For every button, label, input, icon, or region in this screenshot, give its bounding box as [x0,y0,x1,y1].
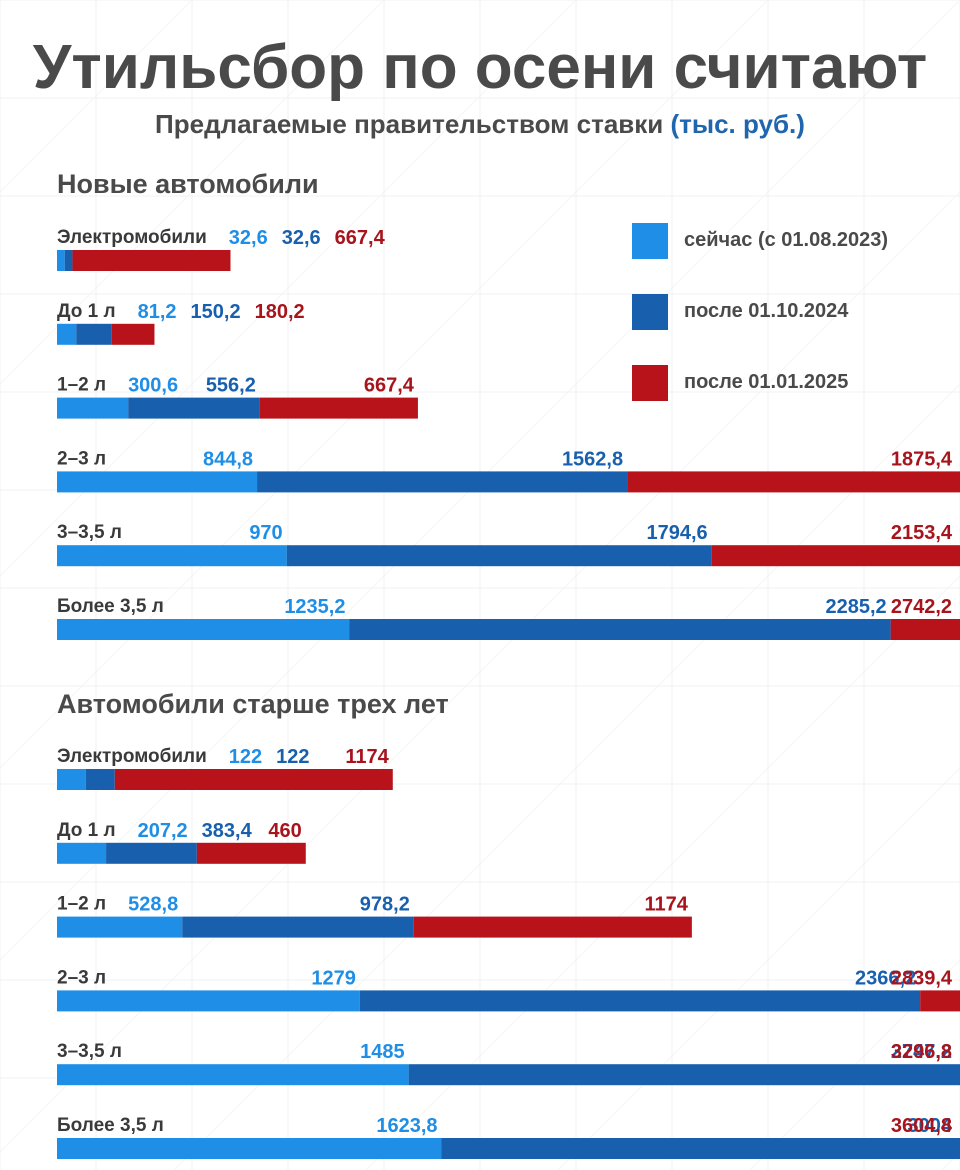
value-label-2025: 1174 [644,894,688,916]
subtitle-text: Предлагаемые правительством ставки [155,109,664,139]
bar-segment-2025 [627,471,960,493]
bar-segment-2024 [408,1064,960,1086]
category-label: 2–3 л [57,967,106,988]
value-label-2025: 1875,4 [891,448,953,470]
category-label: 3–3,5 л [57,522,122,543]
value-label-current: 970 [249,522,282,544]
legend-swatch-2024 [632,294,668,330]
value-label-current: 1485 [360,1041,405,1063]
bar-segment-current [57,916,183,938]
bar-segment-2024 [106,842,197,864]
bar-segment-current [57,545,287,567]
legend-label-current: сейчас (с 01.08.2023) [684,229,889,251]
bar-segment-2024 [286,545,712,567]
value-label-current: 1623,8 [376,1115,437,1137]
category-label: Более 3,5 л [57,1115,164,1136]
category-label: 3–3,5 л [57,1041,122,1062]
bar-segment-2025 [196,842,306,864]
value-label-2024: 383,4 [202,820,253,842]
value-label-current: 844,8 [203,448,253,470]
bar-segment-2024 [182,916,414,938]
bar-segment-2025 [711,545,960,567]
category-label: Электромобили [57,227,207,248]
section-title-new-cars: Новые автомобили [57,169,319,199]
value-label-2025: 1174 [345,746,389,768]
legend-swatch-2025 [632,365,668,401]
value-label-2025: 2839,4 [891,967,953,989]
bar-segment-2025 [259,397,418,419]
value-label-2024: 32,6 [282,227,321,249]
value-label-2025: 3604,8 [891,1115,952,1137]
bar-segment-current [57,471,258,493]
value-label-2025: 2742,2 [891,596,952,618]
category-label: 1–2 л [57,375,106,396]
category-label: Электромобили [57,746,207,767]
bar-segment-current [57,323,77,345]
bar-segment-2025 [72,250,231,271]
section-title-old-cars: Автомобили старше трех лет [57,689,449,719]
category-label: 1–2 л [57,894,106,915]
value-label-2025: 460 [268,820,301,842]
bar-segment-2024 [128,397,260,419]
value-label-current: 32,6 [229,227,268,249]
bar-segment-current [57,250,65,271]
bar-segment-2024 [349,619,891,640]
category-label: До 1 л [57,301,116,322]
value-label-2025: 180,2 [255,301,305,323]
legend-label-2024: после 01.10.2024 [684,300,849,322]
value-label-current: 300,6 [128,375,178,397]
value-label-2024: 122 [276,746,309,768]
page-title: Утильсбор по осени считают [32,33,928,102]
page-subtitle: Предлагаемые правительством ставки (тыс.… [0,108,960,140]
bar-segment-2024 [64,250,73,271]
value-label-current: 122 [229,746,262,768]
bar-segment-current [57,1138,442,1159]
value-label-2024: 3004 [908,1115,953,1137]
category-label: Более 3,5 л [57,596,164,617]
value-label-2024: 1794,6 [646,522,707,544]
bar-segment-current [57,619,350,640]
value-label-2025: 3296,8 [891,1041,952,1063]
value-label-2024: 2366,2 [855,967,916,989]
bar-segment-2025 [413,916,692,938]
bar-segment-2024 [85,769,115,790]
category-label: До 1 л [57,820,116,841]
legend-label-2025: после 01.01.2025 [684,371,849,393]
category-label: 2–3 л [57,448,106,469]
value-label-current: 528,8 [128,894,178,916]
value-label-current: 207,2 [138,820,188,842]
bar-segment-2024 [76,323,112,345]
bar-segment-2025 [114,769,393,790]
bar-segment-current [57,397,129,419]
bar-segment-current [57,1064,409,1086]
value-label-2024: 150,2 [191,301,241,323]
subtitle-unit: (тыс. руб.) [670,109,805,139]
value-label-2024: 2285,2 [825,596,886,618]
bar-segment-2025 [890,619,960,640]
bar-segment-current [57,769,86,790]
value-label-current: 81,2 [138,301,177,323]
value-label-2024: 1562,8 [562,448,623,470]
bar-segment-2024 [441,1138,960,1159]
value-label-2025: 667,4 [364,375,415,397]
bar-segment-current [57,990,360,1012]
bar-segment-2024 [359,990,921,1012]
value-label-current: 1235,2 [284,596,345,618]
bar-segment-current [57,842,107,864]
value-label-2025: 667,4 [335,227,386,249]
value-label-2024: 556,2 [206,375,256,397]
legend-swatch-current [632,223,668,259]
value-label-2025: 2153,4 [891,522,953,544]
value-label-current: 1279 [311,967,356,989]
bar-segment-2025 [111,323,155,345]
value-label-2024: 978,2 [360,894,410,916]
value-label-2024: 2747,2 [891,1041,952,1063]
bar-segment-2025 [920,990,960,1012]
bar-segment-2024 [257,471,628,493]
